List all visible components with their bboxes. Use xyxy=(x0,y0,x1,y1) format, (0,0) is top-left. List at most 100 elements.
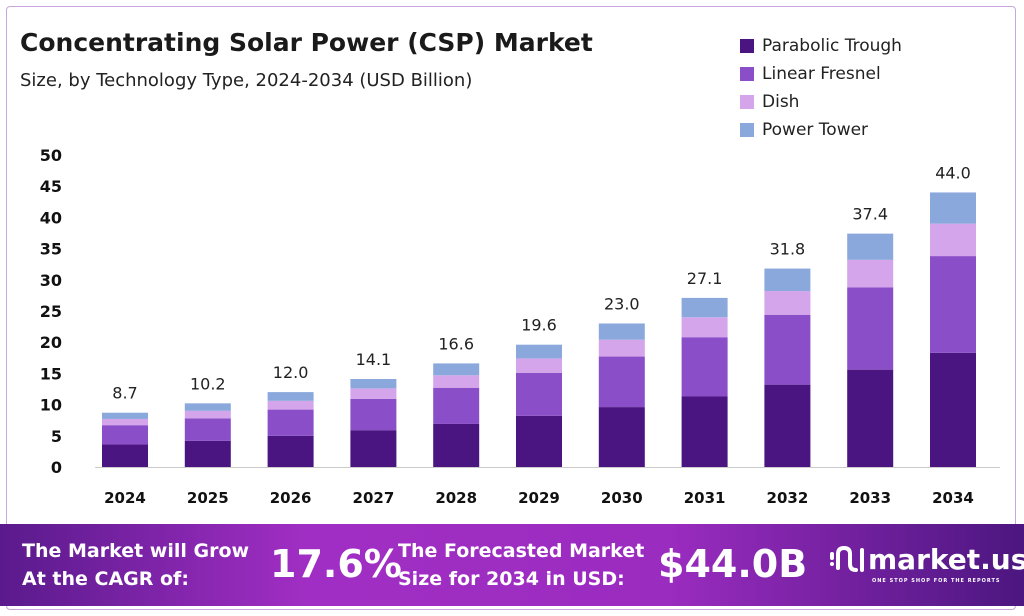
bar-segment-power-tower xyxy=(598,323,645,340)
bar-segment-parabolic-trough xyxy=(433,423,480,467)
forecast-value: $44.0B xyxy=(658,542,808,586)
bar-segment-linear-fresnel xyxy=(681,337,728,397)
legend-item: Power Tower xyxy=(740,116,902,144)
legend-label: Parabolic Trough xyxy=(762,36,902,56)
total-data-label: 14.1 xyxy=(356,350,392,369)
legend-item: Linear Fresnel xyxy=(740,60,902,88)
legend-swatch xyxy=(740,123,754,137)
bar-segment-power-tower xyxy=(267,392,314,401)
x-tick-label: 2027 xyxy=(353,489,395,507)
bar-segment-parabolic-trough xyxy=(764,384,811,467)
bar-segment-dish xyxy=(764,291,811,315)
cagr-label-line2: At the CAGR of: xyxy=(22,568,189,590)
bar-segment-power-tower xyxy=(350,379,397,389)
bar-segment-parabolic-trough xyxy=(267,435,314,467)
legend-label: Linear Fresnel xyxy=(762,64,881,84)
y-tick-label: 35 xyxy=(40,240,62,259)
bar-segment-parabolic-trough xyxy=(598,407,645,467)
legend-item: Dish xyxy=(740,88,902,116)
bar-segment-dish xyxy=(433,375,480,388)
legend-label: Power Tower xyxy=(762,120,869,140)
bar-segment-power-tower xyxy=(516,344,562,359)
y-tick-label: 45 xyxy=(40,177,62,196)
bar-segment-power-tower xyxy=(433,363,480,376)
bar-segment-power-tower xyxy=(930,192,976,224)
total-data-label: 8.7 xyxy=(112,384,137,403)
logo-name: market.us xyxy=(868,542,1024,576)
bar-segment-dish xyxy=(516,358,562,373)
bar-segment-linear-fresnel xyxy=(847,287,894,370)
cagr-label: The Market will Grow At the CAGR of: xyxy=(22,537,249,593)
bar-segment-dish xyxy=(598,339,645,357)
cagr-value: 17.6% xyxy=(270,542,402,586)
bar-segment-power-tower xyxy=(764,268,811,292)
bar-segment-parabolic-trough xyxy=(847,369,894,467)
x-tick-label: 2032 xyxy=(767,489,809,507)
market-us-logo: market.us ONE STOP SHOP FOR THE REPORTS xyxy=(828,542,1024,584)
y-tick-label: 0 xyxy=(51,458,62,477)
y-tick-label: 30 xyxy=(40,271,62,290)
total-data-label: 31.8 xyxy=(770,240,806,259)
y-tick-label: 15 xyxy=(40,364,62,383)
bar-segment-dish xyxy=(184,410,231,419)
total-data-label: 23.0 xyxy=(604,294,640,313)
legend-swatch xyxy=(740,67,754,81)
bar-segment-linear-fresnel xyxy=(350,398,397,431)
bar-segment-dish xyxy=(267,400,314,410)
x-tick-label: 2031 xyxy=(684,489,726,507)
total-data-label: 27.1 xyxy=(687,269,723,288)
x-tick-label: 2033 xyxy=(849,489,891,507)
total-data-label: 19.6 xyxy=(521,316,557,335)
legend-swatch xyxy=(740,95,754,109)
bar-segment-power-tower xyxy=(681,297,728,318)
bar-segment-power-tower xyxy=(102,412,148,419)
bar-segment-dish xyxy=(681,317,728,338)
forecast-label-line2: Size for 2034 in USD: xyxy=(398,568,625,590)
total-data-label: 12.0 xyxy=(273,363,309,382)
chart-title: Concentrating Solar Power (CSP) Market xyxy=(20,28,593,57)
logo-tagline: ONE STOP SHOP FOR THE REPORTS xyxy=(872,578,1001,584)
total-data-label: 10.2 xyxy=(190,374,226,393)
total-data-label: 44.0 xyxy=(935,163,971,182)
bar-segment-dish xyxy=(847,259,894,288)
bar-segment-linear-fresnel xyxy=(184,418,231,441)
stacked-bar-chart: 051015202530354045508.7202410.2202512.02… xyxy=(40,146,1000,507)
chart-subtitle: Size, by Technology Type, 2024-2034 (USD… xyxy=(20,70,473,91)
total-data-label: 37.4 xyxy=(852,205,888,224)
bar-segment-linear-fresnel xyxy=(102,425,148,445)
bar-segment-parabolic-trough xyxy=(350,430,397,467)
y-tick-label: 50 xyxy=(40,146,62,165)
bar-segment-parabolic-trough xyxy=(681,396,728,467)
y-tick-label: 40 xyxy=(40,208,62,227)
forecast-label-line1: The Forecasted Market xyxy=(398,540,645,562)
x-tick-label: 2026 xyxy=(270,489,312,507)
bar-segment-parabolic-trough xyxy=(516,415,562,467)
x-tick-label: 2024 xyxy=(104,489,146,507)
total-data-label: 16.6 xyxy=(438,334,474,353)
x-tick-label: 2030 xyxy=(601,489,643,507)
x-tick-label: 2025 xyxy=(187,489,229,507)
bar-segment-parabolic-trough xyxy=(930,352,976,467)
bar-segment-dish xyxy=(350,388,397,399)
legend: Parabolic Trough Linear Fresnel Dish Power … xyxy=(740,32,902,144)
bar-segment-dish xyxy=(930,223,976,257)
bar-segment-linear-fresnel xyxy=(267,409,314,436)
cagr-label-line1: The Market will Grow xyxy=(22,540,250,562)
logo-mark-icon xyxy=(830,545,864,572)
forecast-label: The Forecasted Market Size for 2034 in U… xyxy=(398,537,644,593)
x-tick-label: 2034 xyxy=(932,489,974,507)
x-tick-label: 2028 xyxy=(435,489,477,507)
y-tick-label: 10 xyxy=(40,396,62,415)
bar-segment-power-tower xyxy=(847,233,894,260)
bar-segment-linear-fresnel xyxy=(764,314,811,385)
bar-segment-linear-fresnel xyxy=(516,372,562,416)
bar-segment-parabolic-trough xyxy=(102,444,148,467)
y-tick-label: 25 xyxy=(40,302,62,321)
bar-segment-parabolic-trough xyxy=(184,440,231,467)
y-tick-label: 5 xyxy=(51,427,62,446)
legend-swatch xyxy=(740,39,754,53)
bar-segment-dish xyxy=(102,418,148,426)
bar-segment-linear-fresnel xyxy=(433,387,480,424)
summary-banner: The Market will Grow At the CAGR of: 17.… xyxy=(0,524,1024,606)
chart-frame xyxy=(6,6,1016,610)
